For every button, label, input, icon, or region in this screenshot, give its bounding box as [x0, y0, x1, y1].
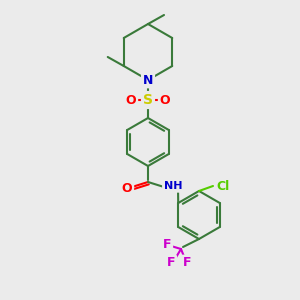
Text: N: N: [143, 74, 153, 86]
Text: Cl: Cl: [216, 179, 230, 193]
Text: NH: NH: [164, 181, 182, 191]
Text: F: F: [163, 238, 171, 251]
Text: F: F: [167, 256, 175, 269]
Text: F: F: [183, 256, 191, 269]
Text: O: O: [126, 94, 136, 106]
Text: S: S: [143, 93, 153, 107]
Text: O: O: [160, 94, 170, 106]
Text: O: O: [122, 182, 132, 196]
